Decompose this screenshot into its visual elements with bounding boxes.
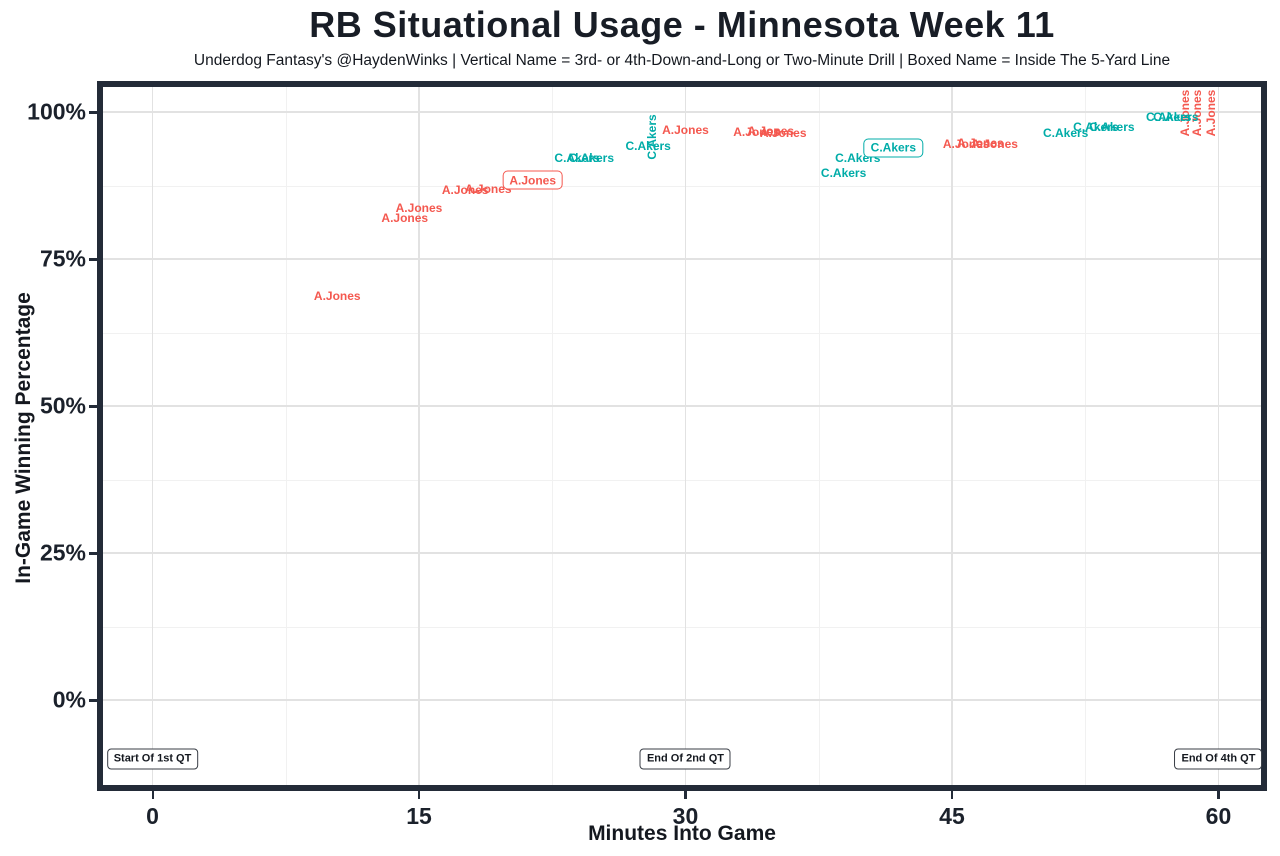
y-axis-title: In-Game Winning Percentage <box>12 292 35 584</box>
data-label-ajones: A.Jones <box>942 136 990 151</box>
grid-major-x <box>1217 87 1220 785</box>
grid-minor-x <box>1085 87 1087 785</box>
grid-major-x <box>418 87 420 785</box>
x-tick-label: 30 <box>672 803 699 829</box>
data-label-cakers: C.Akers <box>625 139 671 154</box>
data-label-cakers: C.Akers <box>820 166 867 181</box>
y-tick-label: 50% <box>39 392 86 419</box>
data-label-cakers: C.Akers <box>568 150 614 165</box>
grid-major-y <box>103 699 1261 701</box>
grid-minor-y <box>103 626 1261 628</box>
grid-major-y <box>103 552 1261 554</box>
quarter-annotation: End Of 2nd QT <box>639 748 731 770</box>
x-tick-label: 60 <box>1205 803 1232 829</box>
data-label-cakers: C.Akers <box>1042 126 1089 141</box>
grid-minor-x <box>285 87 287 785</box>
x-tick-mark <box>417 791 421 799</box>
grid-major-x <box>684 87 687 785</box>
x-tick-mark <box>684 791 687 799</box>
x-tick-label: 15 <box>406 803 432 829</box>
grid-major-y <box>103 258 1261 260</box>
y-tick-mark <box>89 258 97 261</box>
data-label-ajones: A.Jones <box>957 135 1004 150</box>
grid-minor-y <box>103 332 1261 334</box>
data-label-ajones: A.Jones <box>313 289 361 304</box>
data-label-cakers: C.Akers <box>1073 120 1119 135</box>
x-tick-mark <box>151 791 154 799</box>
y-tick-label: 75% <box>39 245 86 272</box>
grid-major-y <box>103 111 1261 113</box>
grid-major-y <box>103 405 1261 407</box>
data-label-ajones: A.Jones <box>464 182 512 197</box>
chart-title: RB Situational Usage - Minnesota Week 11 <box>309 4 1055 45</box>
y-tick-label: 0% <box>52 686 86 713</box>
data-label-cakers: C.Akers <box>1153 110 1199 125</box>
data-label-ajones: A.Jones <box>733 124 780 139</box>
y-tick-mark <box>89 405 97 408</box>
grid-minor-y <box>103 479 1261 481</box>
quarter-annotation: End Of 4th QT <box>1174 748 1263 770</box>
data-label-ajones: A.Jones <box>1204 89 1219 137</box>
data-label-ajones: A.Jones <box>971 136 1018 151</box>
data-label-ajones: A.Jones <box>441 183 489 198</box>
data-label-ajones: A.Jones <box>395 200 443 215</box>
grid-minor-x <box>818 87 820 785</box>
grid-minor-y <box>103 185 1261 187</box>
y-tick-label: 25% <box>39 539 86 566</box>
chart-subtitle: Underdog Fantasy's @HaydenWinks | Vertic… <box>193 52 1171 69</box>
x-tick-mark <box>1217 791 1220 799</box>
grid-major-x <box>951 87 953 785</box>
data-label-ajones: A.Jones <box>502 170 564 190</box>
y-tick-mark <box>89 111 97 114</box>
quarter-annotation: Start Of 1st QT <box>106 748 199 770</box>
data-label-cakers: C.Akers <box>863 138 924 158</box>
data-label-cakers: C.Akers <box>644 114 659 160</box>
x-tick-label: 0 <box>146 803 159 829</box>
data-label-cakers: C.Akers <box>1146 110 1192 125</box>
data-label-ajones: A.Jones <box>381 210 429 225</box>
y-tick-mark <box>89 699 97 702</box>
data-label-ajones: A.Jones <box>747 123 795 138</box>
data-label-ajones: A.Jones <box>662 123 709 138</box>
y-tick-label: 100% <box>27 98 86 125</box>
x-tick-mark <box>950 791 954 799</box>
x-tick-label: 45 <box>939 803 965 829</box>
data-label-cakers: C.Akers <box>1089 120 1135 135</box>
data-label-cakers: C.Akers <box>554 150 600 165</box>
data-label-ajones: A.Jones <box>759 126 807 141</box>
grid-major-x <box>151 87 154 785</box>
y-tick-mark <box>89 552 97 555</box>
plot-area-frame <box>97 81 1267 791</box>
grid-minor-x <box>552 87 554 785</box>
x-axis-title: Minutes Into Game <box>588 822 776 845</box>
